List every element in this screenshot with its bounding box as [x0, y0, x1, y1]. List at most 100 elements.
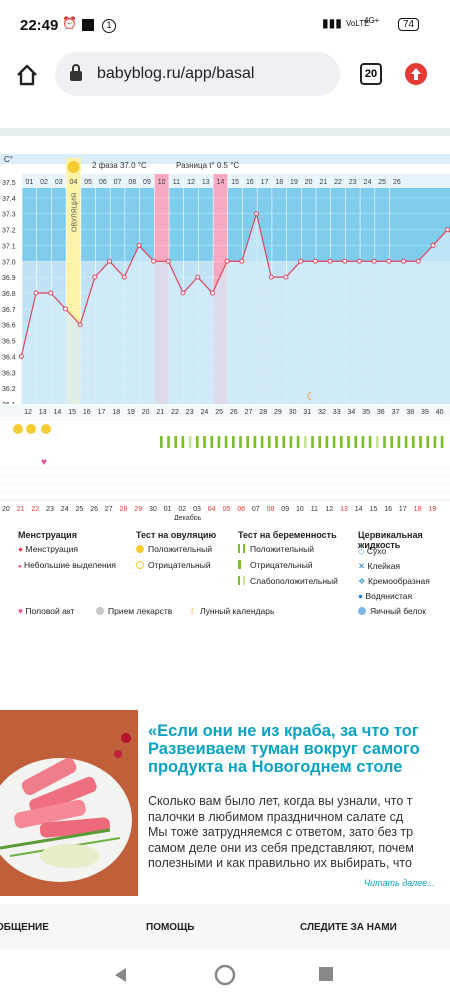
pregnancy-test-mark	[167, 436, 170, 448]
chart-header-band	[0, 154, 450, 164]
status-time: 22:49	[20, 17, 59, 34]
pregnancy-test-mark	[217, 436, 221, 448]
time-label: 12	[24, 409, 32, 416]
recents-icon[interactable]	[318, 966, 334, 982]
date-label: 11	[311, 506, 318, 513]
temperature-point	[254, 211, 260, 217]
temperature-point	[18, 353, 24, 359]
legend-cervical-watery: ● Водянистая	[358, 591, 413, 601]
signal-icon: ▮▮▮	[322, 16, 342, 30]
temperature-point	[445, 227, 450, 233]
article-card[interactable]: «Если они не из краба, за что тог Развеи…	[0, 710, 450, 896]
chart-svg: С° 2 фаза 37.0 °С Разница t° 0.5 °С 01 02 03 0…	[0, 128, 450, 522]
cycle-day-label: 19	[290, 179, 298, 186]
date-label: 26	[90, 506, 98, 513]
temperature-point	[107, 258, 113, 264]
cycle-day-label: 21	[319, 179, 327, 186]
cycle-day-label: 15	[231, 179, 239, 186]
temperature-point	[77, 322, 83, 328]
lock-icon	[70, 64, 82, 81]
pregnancy-test-mark	[210, 436, 213, 448]
time-label: 36	[377, 409, 385, 416]
legend-pregnancy-negative: Отрицательный	[238, 560, 313, 570]
time-label: 14	[54, 409, 62, 416]
footer-help-link[interactable]: ПОМОЩЬ	[146, 922, 195, 933]
temperature-point	[268, 274, 274, 280]
cycle-day-label: 06	[99, 179, 107, 186]
pregnancy-test-mark	[196, 436, 199, 448]
y-tick-label: 36.8	[2, 291, 16, 298]
update-icon[interactable]	[404, 62, 428, 86]
cycle-day-label: 18	[275, 179, 283, 186]
y-tick-label: 37.3	[2, 212, 16, 219]
tab-switcher-button[interactable]: 20	[360, 63, 382, 85]
article-excerpt: Сколько вам было лет, когда вы узнали, ч…	[148, 794, 414, 870]
chart-top-bar	[0, 128, 450, 136]
footer-community-link[interactable]: ОБЩЕНИЕ	[0, 922, 49, 933]
cycle-day-label: 01	[25, 179, 33, 186]
read-more-link[interactable]: Читать далее...	[364, 878, 435, 888]
pregnancy-test-mark	[419, 436, 422, 448]
legend-cervical-sticky: ✕ Клейкая	[358, 561, 401, 571]
time-label: 15	[68, 409, 76, 416]
pregnancy-test-mark	[304, 436, 307, 448]
address-bar[interactable]: babyblog.ru/app/basal	[55, 52, 340, 96]
temperature-point	[342, 258, 348, 264]
article-image[interactable]	[0, 710, 138, 896]
pregnancy-test-mark	[332, 436, 336, 448]
upper-phase-band	[22, 184, 450, 262]
temperature-point	[224, 258, 230, 264]
temperature-point	[209, 290, 215, 296]
cycle-day-label: 05	[84, 179, 92, 186]
cycle-day-label: 12	[187, 179, 195, 186]
ovulation-test-positive-dot	[13, 424, 23, 434]
time-label: 18	[112, 409, 120, 416]
pregnancy-test-mark	[246, 436, 249, 448]
pregnancy-test-mark	[188, 436, 192, 448]
time-label: 38	[406, 409, 414, 416]
y-tick-label: 36.5	[2, 339, 16, 346]
cycle-day-label: 14	[217, 179, 225, 186]
date-label: 02	[178, 506, 186, 513]
date-label: 01	[164, 506, 172, 513]
time-label: 21	[156, 409, 164, 416]
time-label: 40	[436, 409, 444, 416]
y-tick-label: 36.3	[2, 370, 16, 377]
lunar-calendar-icon: ☾	[306, 391, 316, 403]
home-icon[interactable]	[14, 62, 40, 88]
y-tick-label: 37.5	[2, 180, 16, 187]
unit-label: С°	[4, 155, 13, 164]
date-label: 08	[267, 506, 275, 513]
cycle-day-label: 25	[378, 179, 386, 186]
pregnancy-test-mark	[354, 436, 357, 448]
time-label: 17	[98, 409, 106, 416]
time-label: 31	[303, 409, 311, 416]
cycle-day-label: 09	[143, 179, 151, 186]
legend-pregnancy-test-title: Тест на беременность	[238, 530, 337, 540]
date-label: 30	[149, 506, 157, 513]
home-nav-icon[interactable]	[214, 964, 236, 986]
pregnancy-test-mark	[361, 436, 365, 448]
day-header-row	[22, 174, 450, 188]
date-label: 16	[384, 506, 392, 513]
cycle-day-label: 04	[70, 179, 78, 186]
pregnancy-test-mark	[289, 436, 293, 448]
date-label: 24	[61, 506, 69, 513]
pregnancy-test-mark	[376, 436, 379, 448]
date-label: 04	[208, 506, 216, 513]
cycle-day-label: 13	[202, 179, 210, 186]
time-label: 16	[83, 409, 91, 416]
temperature-point	[283, 274, 289, 280]
date-label: 21	[17, 506, 25, 513]
volte-icon: VoLTE	[346, 19, 370, 28]
date-label: 20	[2, 506, 10, 513]
article-title[interactable]: «Если они не из краба, за что тог Развеи…	[148, 722, 420, 776]
pregnancy-test-mark	[181, 436, 185, 448]
pregnancy-test-mark	[340, 436, 343, 448]
back-icon[interactable]	[112, 966, 130, 984]
footer-follow-us: СЛЕДИТЕ ЗА НАМИ	[300, 922, 397, 933]
alarm-icon: ⏰	[62, 16, 77, 30]
ovulation-test-positive-dot	[41, 424, 51, 434]
cycle-day-label: 02	[40, 179, 48, 186]
status-bar: 22:49 ⏰ 1 ▮▮▮ VoLTE 4G+ 74	[0, 0, 450, 52]
